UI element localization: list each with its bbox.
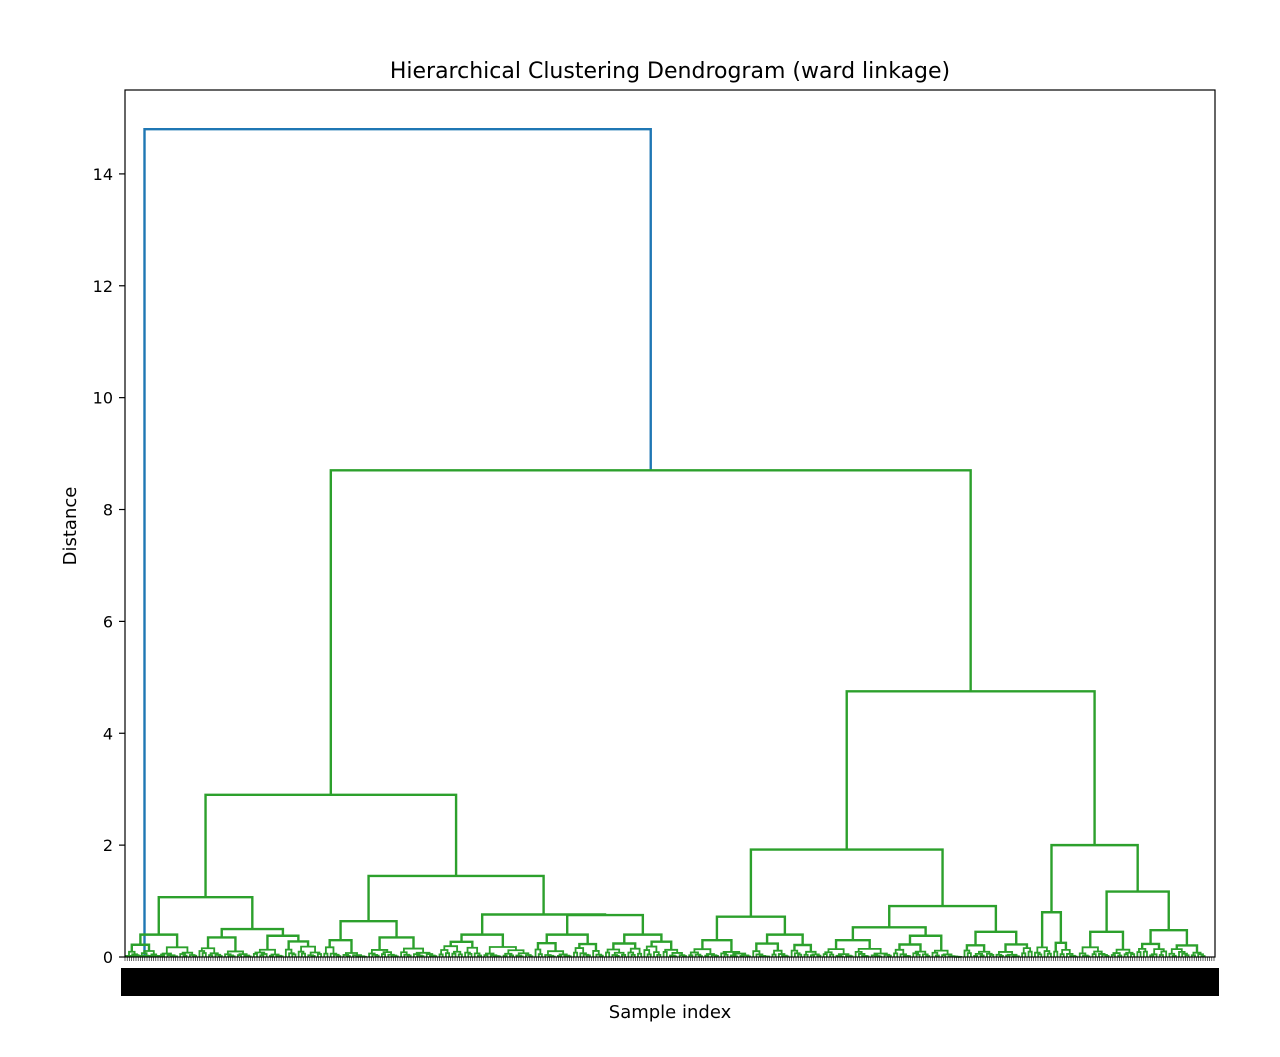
cluster-link [331,470,971,794]
cluster-link [664,952,667,957]
x-tick-labels [121,957,1219,996]
cluster-link [702,940,731,952]
cluster-link [574,953,577,957]
x-tick-labels-band [121,968,1219,996]
cluster-link [853,927,926,940]
plot-frame [125,90,1215,957]
root-link [145,129,651,956]
y-tick-label: 0 [103,948,113,967]
cluster-link [267,936,298,950]
y-tick-label: 2 [103,836,113,855]
cluster-link [567,915,643,935]
cluster-link [203,953,206,957]
y-tick-label: 8 [103,501,113,520]
cluster-link [1144,952,1147,957]
cluster-link [717,917,785,940]
cluster-link [910,936,941,951]
y-tick-label: 10 [93,389,113,408]
plot-layer [126,129,1205,957]
chart-title: Hierarchical Clustering Dendrogram (ward… [390,59,950,84]
y-tick-label: 14 [93,165,113,184]
cluster-link [208,937,235,951]
cluster-link [206,795,457,897]
cluster-link [1107,892,1169,932]
cluster-link [1029,952,1032,957]
tick-layer: 0 2 4 6 8 10 12 14 [93,165,125,967]
cluster-link [1054,952,1057,957]
cluster-link [847,691,1095,849]
cluster-link [482,914,605,934]
cluster-link [1051,845,1137,912]
x-axis-label: Sample index [609,1002,732,1023]
cluster-link [836,940,870,949]
cluster-link [606,952,609,957]
y-tick-label: 4 [103,724,113,743]
y-tick-label: 12 [93,277,113,296]
cluster-link [289,941,308,949]
cluster-link [1137,952,1140,957]
y-axis-label: Distance [60,487,81,566]
y-tick-label: 6 [103,612,113,631]
